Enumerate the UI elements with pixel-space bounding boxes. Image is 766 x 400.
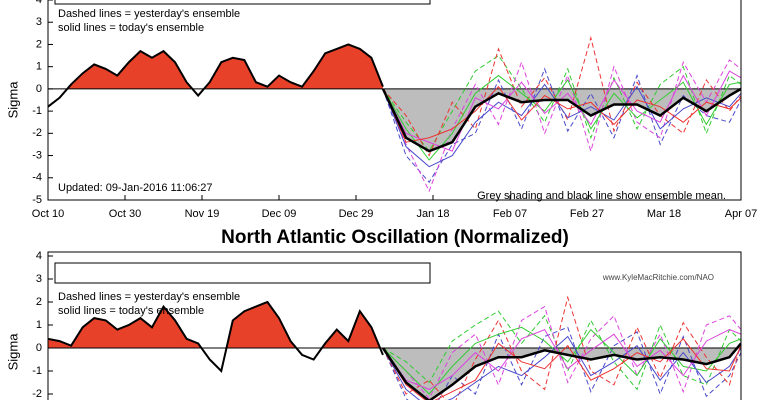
y-tick-label: 0 [36, 83, 42, 95]
y-tick-label: 3 [36, 273, 42, 285]
y-tick-label: -1 [32, 105, 42, 117]
ensemble-previous [382, 310, 741, 391]
y-tick-label: -4 [32, 172, 42, 184]
y-tick-label: -2 [32, 388, 42, 400]
y-tick-label: 4 [36, 0, 42, 6]
observed-line [48, 300, 384, 373]
note: Dashed lines = yesterday's ensemble [58, 291, 240, 303]
y-tick-label: 1 [36, 61, 42, 73]
x-tick-label: Dec 09 [262, 208, 297, 220]
ensemble-line [382, 74, 741, 161]
y-tick-label: -2 [32, 127, 42, 139]
y-tick-label: 1 [36, 319, 42, 331]
y-axis-label: Sigma [5, 333, 20, 371]
mean-line [381, 342, 741, 400]
x-tick-label: Jan 18 [416, 208, 449, 220]
note: solid lines = today's ensemble [58, 305, 204, 317]
observed-area [67, 44, 383, 89]
mean-area [382, 348, 741, 400]
x-tick-label: Nov 19 [185, 208, 220, 220]
mean-line [381, 87, 741, 153]
ensemble-previous [382, 59, 741, 193]
y-tick-label: 2 [36, 38, 42, 50]
note: solid lines = today's ensemble [58, 22, 204, 34]
y-tick-label: 0 [36, 342, 42, 354]
ensemble-previous [382, 305, 741, 400]
plot-frame [47, 251, 742, 400]
y-tick-label: -3 [32, 149, 42, 161]
plot-frame [47, 0, 742, 201]
x-tick-label: Oct 30 [109, 208, 141, 220]
x-tick-label: Feb 07 [493, 208, 527, 220]
note: Dashed lines = yesterday's ensemble [58, 8, 240, 20]
x-tick-label: Mar 18 [647, 208, 681, 220]
chart-title: North Atlantic Oscillation (Normalized) [221, 227, 569, 248]
clip-group [382, 348, 741, 400]
ensemble-line [382, 338, 741, 400]
x-tick-label: Apr 07 [725, 208, 757, 220]
observed-area [48, 302, 383, 348]
x-tick-label: Feb 27 [570, 208, 604, 220]
y-tick-label: 2 [36, 296, 42, 308]
legend-box [54, 0, 431, 5]
clip-group [67, 44, 383, 89]
plot-layer: -5 -4 -3 -2 -1 0 1 2 3 4 Oct 10 Oct 30 Nov 19 Dec 09 D… [32, 0, 757, 400]
updated-note: Updated: 09-Jan-2016 11:06:27 [58, 182, 213, 194]
source-url: www.KyleMacRitchie.com/NAO [602, 273, 714, 282]
plot-area [48, 35, 741, 193]
x-tick-label: Dec 29 [339, 208, 374, 220]
observed-line [48, 43, 384, 108]
plot-area [48, 295, 741, 400]
ensemble-line [382, 328, 741, 390]
mean-note: Grey shading and black line show ensembl… [477, 190, 726, 202]
ensemble-line [382, 326, 741, 395]
legend-box [54, 262, 431, 284]
ensemble-line [382, 83, 741, 168]
ensemble-previous [382, 295, 741, 400]
y-tick-label: 4 [36, 250, 42, 262]
ensemble-line [382, 70, 741, 152]
clip-group [48, 302, 383, 348]
x-tick-label: Oct 10 [32, 208, 64, 220]
y-tick-label: 3 [36, 16, 42, 28]
y-tick-label: -5 [32, 194, 42, 206]
y-tick-label: -1 [32, 365, 42, 377]
ensemble-line [382, 335, 741, 400]
y-axis-label: Sigma [5, 81, 20, 119]
ensemble-line [382, 85, 741, 143]
